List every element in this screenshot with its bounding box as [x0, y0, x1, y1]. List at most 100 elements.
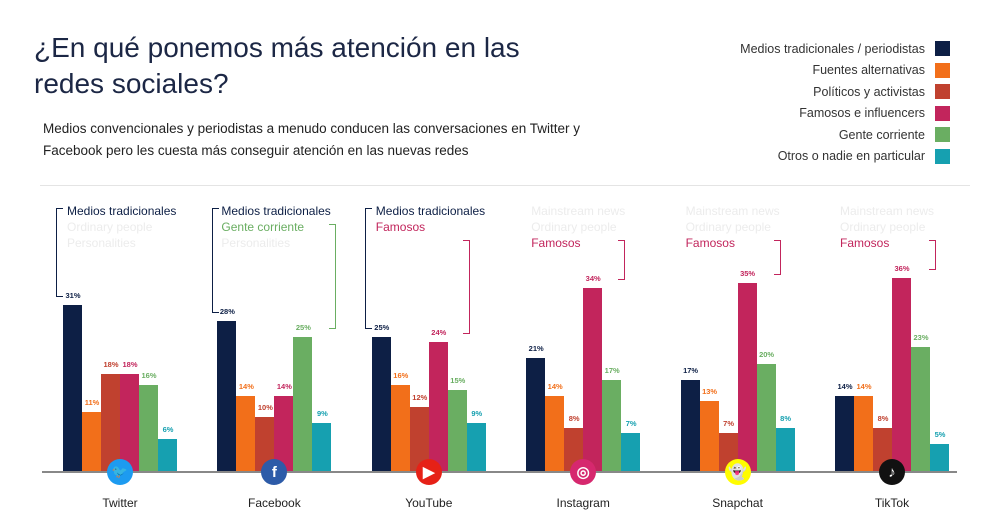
value-label: 14% [856, 381, 872, 391]
legend-item: Famosos e influencers [740, 103, 950, 125]
annotation-bracket [364, 208, 372, 329]
value-label: 14% [238, 381, 254, 391]
legend-swatch [935, 62, 950, 78]
platform-label: Twitter [102, 496, 138, 510]
bar-instagram-1 [545, 395, 565, 471]
bar-twitter-0 [63, 304, 82, 471]
value-label: 16% [393, 371, 409, 381]
divider [40, 185, 970, 186]
platform-label: YouTube [405, 496, 453, 510]
bar-instagram-5 [621, 433, 641, 471]
platform-label: TikTok [874, 496, 910, 510]
youtube-play-icon: ▶ [415, 459, 442, 485]
annotation-bracket [773, 240, 781, 276]
bar-instagram-0 [526, 358, 546, 471]
value-label: 25% [295, 322, 311, 332]
bar-instagram-3 [583, 288, 603, 471]
page-title: ¿En qué ponemos más atención en las rede… [34, 32, 520, 99]
tiktok-note-icon: ♪ [879, 459, 905, 485]
ghost-annotation-text: Mainstream news [685, 204, 780, 218]
legend-item: Fuentes alternativas [740, 60, 950, 82]
annotation-bracket [618, 240, 626, 281]
value-label: 21% [528, 344, 544, 354]
legend-item: Medios tradicionales / periodistas [740, 38, 950, 60]
legend-label: Fuentes alternativas [812, 63, 925, 78]
legend-label: Medios tradicionales / periodistas [740, 41, 925, 56]
annotation-text: Medios tradicionales [375, 204, 486, 218]
legend: Medios tradicionales / periodistas Fuent… [740, 38, 950, 167]
value-label: 35% [740, 269, 756, 279]
annotation-bracket [929, 240, 936, 270]
legend-swatch [935, 84, 950, 100]
bar-snapchat-4 [756, 363, 776, 471]
value-label: 7% [723, 419, 735, 429]
bar-facebook-3 [274, 395, 294, 471]
bar-facebook-4 [293, 336, 313, 471]
annotation-text: Gente corriente [221, 220, 305, 234]
annotation-bracket [329, 224, 337, 329]
annotation-facebook: Medios tradicionales Gente corriente Perso… [221, 203, 330, 251]
ghost-annotation-text: Mainstream news [531, 204, 626, 218]
bar-youtube-4 [447, 390, 467, 471]
value-label: 10% [257, 403, 273, 413]
annotation-text: Medios tradicionales [221, 204, 331, 218]
ghost-annotation-text: Personalities [221, 236, 291, 250]
twitter-bird-icon: 🐦 [107, 459, 133, 485]
value-label: 5% [934, 430, 946, 440]
value-label: 17% [683, 365, 699, 375]
bar-snapchat-1 [699, 401, 719, 471]
platform-label: Facebook [248, 496, 301, 510]
bar-facebook-2 [255, 417, 275, 471]
facebook-f-icon: f [261, 459, 288, 485]
bar-twitter-3 [120, 374, 139, 471]
annotation-bracket [212, 208, 220, 313]
annotation-text: Famosos [531, 236, 581, 250]
legend-label: Gente corriente [838, 127, 925, 142]
bar-tiktok-5 [930, 444, 949, 471]
value-label: 7% [625, 419, 637, 429]
value-label: 18% [122, 360, 138, 370]
value-label: 16% [141, 371, 157, 381]
annotation-bracket [56, 208, 63, 297]
annotation-text: Famosos [840, 236, 890, 250]
value-label: 8% [877, 414, 889, 424]
bar-tiktok-0 [835, 395, 854, 471]
value-label: 12% [412, 392, 428, 402]
value-label: 34% [585, 274, 601, 284]
value-label: 36% [894, 263, 910, 273]
legend-swatch [935, 148, 950, 164]
annotation-twitter: Medios tradicionales Ordinary people Perso… [67, 203, 176, 251]
annotation-text: Famosos [375, 220, 426, 234]
value-label: 25% [374, 322, 390, 332]
snapchat-ghost-icon: 👻 [724, 459, 751, 485]
bar-youtube-5 [466, 422, 486, 471]
bar-twitter-4 [139, 385, 158, 471]
value-label: 14% [276, 381, 292, 391]
ghost-annotation-text: Ordinary people [67, 220, 153, 234]
bar-snapchat-5 [775, 428, 795, 471]
bar-facebook-0 [217, 320, 237, 471]
legend-label: Famosos e influencers [799, 106, 925, 121]
value-label: 23% [913, 333, 929, 343]
bar-youtube-3 [428, 342, 448, 471]
value-label: 9% [471, 408, 483, 418]
value-label: 14% [547, 381, 563, 391]
value-label: 15% [450, 376, 466, 386]
value-label: 17% [604, 365, 620, 375]
value-label: 11% [84, 397, 100, 407]
value-label: 6% [162, 424, 174, 434]
instagram-camera-icon: ◎ [570, 459, 597, 485]
value-label: 13% [702, 387, 718, 397]
bar-tiktok-3 [892, 277, 911, 471]
ghost-annotation-text: Ordinary people [840, 220, 926, 234]
ghost-annotation-text: Ordinary people [685, 220, 771, 234]
bar-youtube-1 [390, 385, 410, 471]
annotation-snapchat: Mainstream news Ordinary people Famosos [686, 203, 780, 251]
ghost-annotation-text: Ordinary people [531, 220, 617, 234]
bar-facebook-1 [236, 395, 256, 471]
platform-label: Instagram [556, 496, 610, 510]
annotation-text: Famosos [685, 236, 735, 250]
value-label: 28% [219, 306, 235, 316]
value-label: 8% [780, 414, 792, 424]
